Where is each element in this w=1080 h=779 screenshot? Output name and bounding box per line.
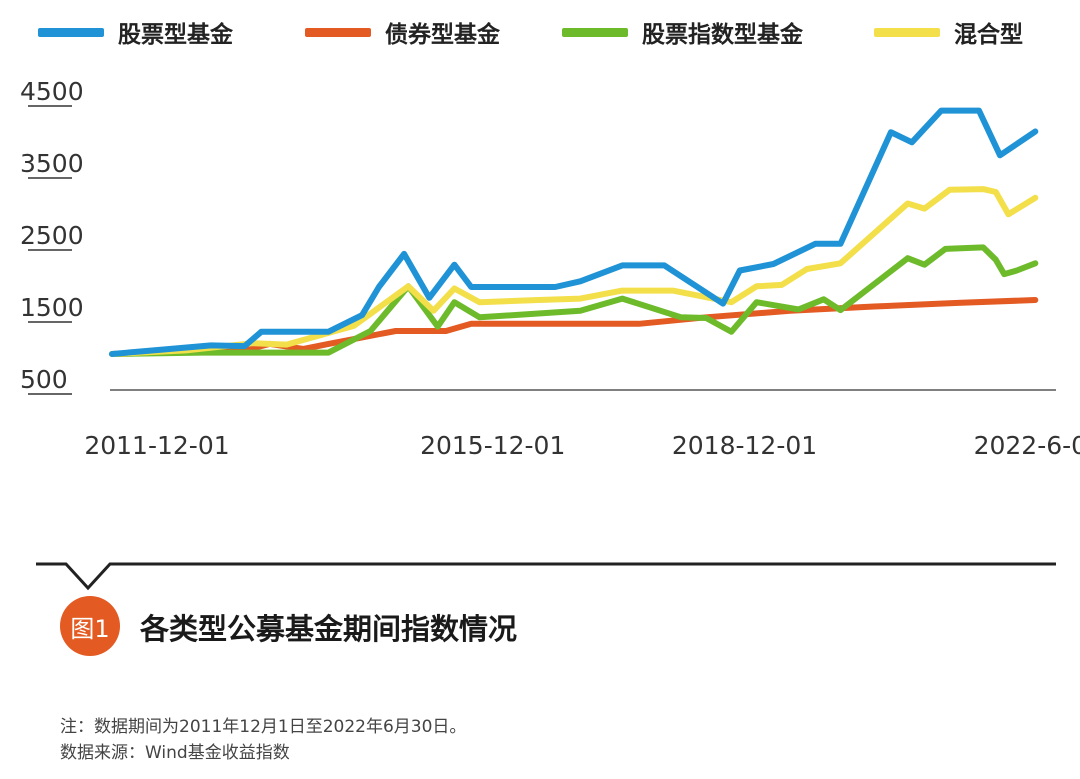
caption-divider [36,562,1056,591]
x-tick-label: 2022-6-01 [974,431,1080,460]
legend-label: 股票指数型基金 [642,22,803,48]
chart-legend: 股票型基金 债券型基金 股票指数型基金 混合型 [0,14,1080,50]
y-tick-label: 1500 [20,293,84,322]
figure-badge: 图1 [60,596,120,656]
x-axis: 2011-12-01 2015-12-01 2018-12-01 2022-6-01 [84,389,1080,460]
x-tick-label: 2011-12-01 [84,431,229,460]
series-line-3 [109,186,1039,357]
y-tick-label: 3500 [20,149,84,178]
y-tick-label: 500 [20,365,68,394]
legend-swatch [305,27,371,37]
series-layer [109,107,1039,357]
legend-label: 债券型基金 [385,22,500,48]
y-axis: 500 1500 2500 3500 4500 [20,77,84,395]
legend-item-bond-fund: 债券型基金 [305,14,500,50]
series-line-0 [109,107,1039,357]
legend-label: 股票型基金 [118,22,233,48]
legend-item-index-fund: 股票指数型基金 [562,14,803,50]
x-tick-label: 2015-12-01 [420,431,565,460]
legend-swatch [874,27,940,37]
y-tick-label: 4500 [20,77,84,106]
y-tick-label: 2500 [20,221,84,250]
legend-swatch [562,27,628,37]
x-tick-label: 2018-12-01 [672,431,817,460]
legend-swatch [38,27,104,37]
data-period-note: 注：数据期间为2011年12月1日至2022年6月30日。 [60,717,467,737]
legend-item-hybrid-fund: 混合型 [874,14,1023,50]
data-source-note: 数据来源：Wind基金收益指数 [60,743,290,763]
legend-item-stock-fund: 股票型基金 [38,14,233,50]
figure-title: 各类型公募基金期间指数情况 [140,612,518,646]
legend-label: 混合型 [954,22,1023,48]
